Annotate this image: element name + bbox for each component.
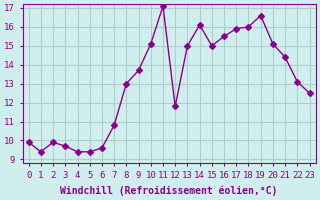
X-axis label: Windchill (Refroidissement éolien,°C): Windchill (Refroidissement éolien,°C) (60, 185, 278, 196)
